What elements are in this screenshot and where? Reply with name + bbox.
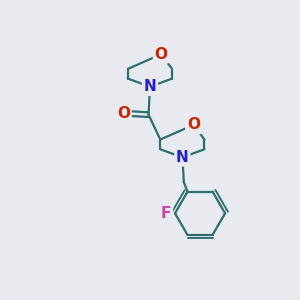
Text: F: F <box>161 206 171 221</box>
Text: O: O <box>154 47 167 62</box>
Text: N: N <box>144 79 156 94</box>
Text: O: O <box>117 106 130 121</box>
Text: O: O <box>187 118 200 133</box>
Text: N: N <box>176 150 189 165</box>
